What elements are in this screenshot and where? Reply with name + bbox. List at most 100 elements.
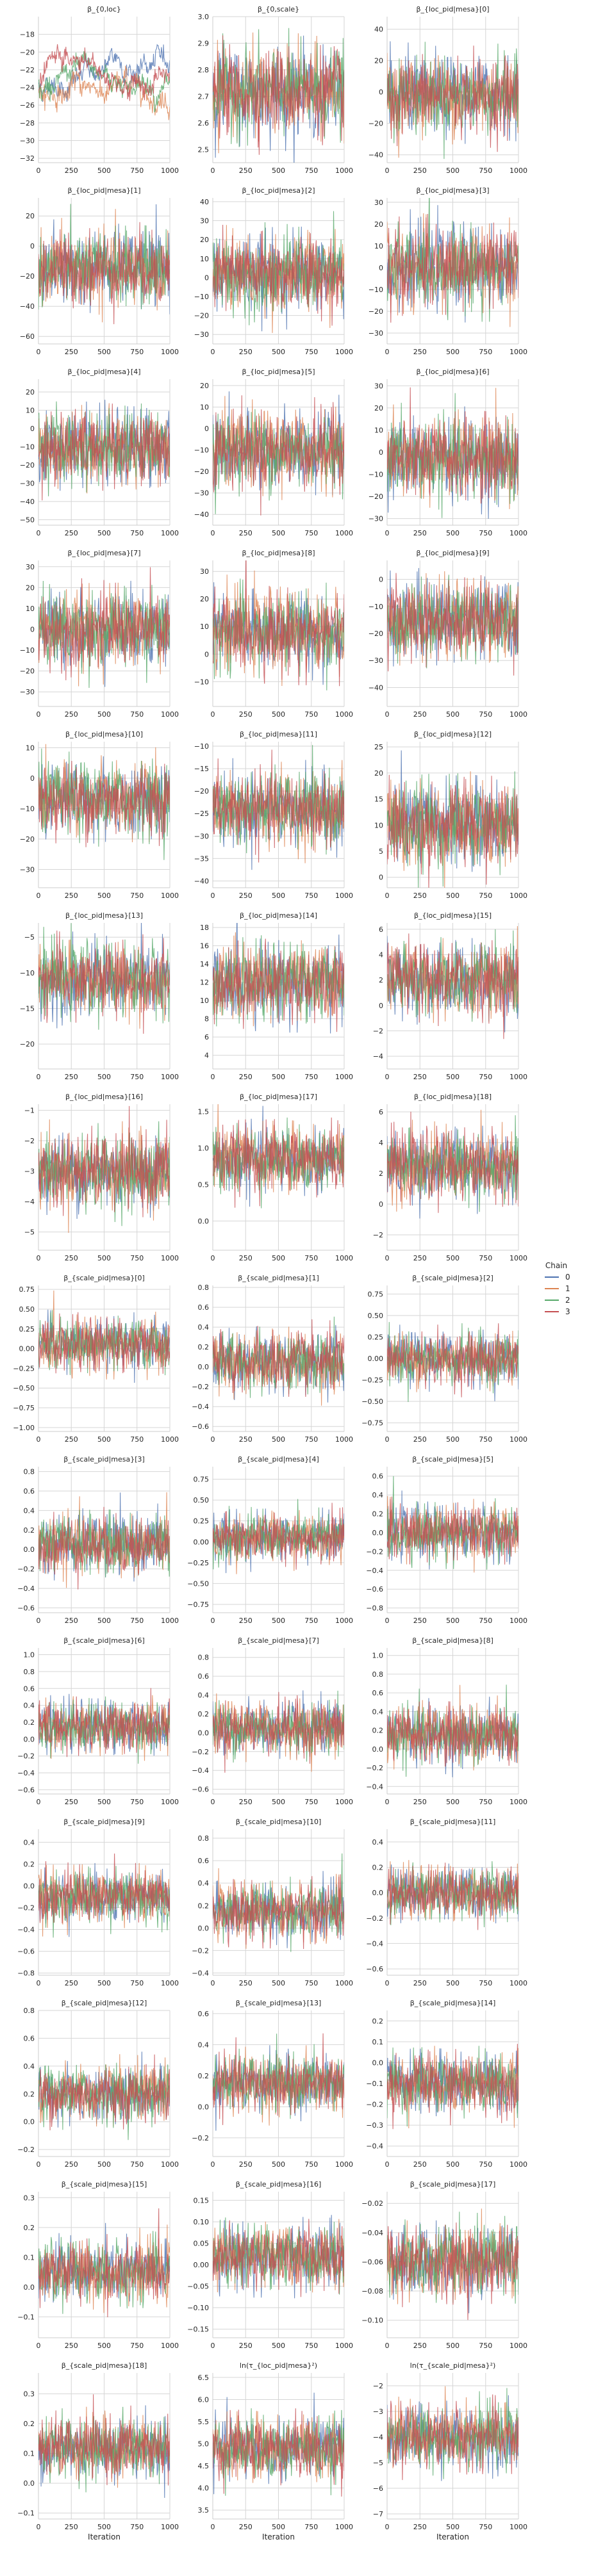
x-tick-label: 500 bbox=[97, 1617, 111, 1625]
x-tick-label: 250 bbox=[413, 2160, 427, 2169]
y-tick-label: 0.25 bbox=[19, 1325, 35, 1333]
y-tick-label: 20 bbox=[26, 388, 35, 396]
y-tick-label: −0.02 bbox=[361, 2199, 383, 2208]
trace-chain-3 bbox=[38, 44, 170, 101]
y-tick-label: −20 bbox=[20, 272, 35, 281]
panel-10: β_{loc_pid|mesa}[8] −10 0 10 20 30 0 250 500 750 1… bbox=[194, 549, 353, 719]
panel-title: β_{scale_pid|mesa}[17] bbox=[410, 2180, 496, 2189]
x-tick-label: 250 bbox=[413, 1617, 427, 1625]
y-tick-label: −18 bbox=[20, 31, 35, 39]
y-tick-label: −0.4 bbox=[192, 1969, 209, 1977]
y-tick-label: 6 bbox=[379, 1108, 383, 1116]
x-tick-label: 750 bbox=[479, 2342, 492, 2350]
y-tick-label: −0.6 bbox=[366, 1965, 383, 1973]
y-tick-label: −0.50 bbox=[187, 1579, 209, 1588]
y-tick-label: 0.8 bbox=[24, 2007, 35, 2015]
y-tick-label: 0 bbox=[30, 625, 35, 633]
x-tick-label: 1000 bbox=[510, 348, 527, 356]
y-tick-label: 0.6 bbox=[198, 1672, 210, 1681]
y-tick-label: 30 bbox=[374, 382, 383, 390]
x-tick-label: 500 bbox=[272, 348, 285, 356]
trace-chain-3 bbox=[387, 1701, 518, 1767]
y-tick-label: −0.2 bbox=[17, 1565, 35, 1574]
x-tick-label: 1000 bbox=[161, 1073, 179, 1081]
y-tick-label: 0.2 bbox=[198, 1343, 210, 1351]
trace-chain-3 bbox=[38, 2054, 170, 2131]
y-tick-label: 20 bbox=[374, 769, 383, 778]
y-tick-label: −20 bbox=[20, 667, 35, 676]
x-tick-label: 750 bbox=[130, 1254, 144, 1262]
x-tick-label: 250 bbox=[239, 1979, 253, 1987]
panel-19: β_{loc_pid|mesa}[17] 0.0 0.5 1.0 1.5 0 250 500 7… bbox=[198, 1093, 354, 1262]
x-tick-label: 1000 bbox=[510, 2523, 527, 2531]
y-tick-label: 0.25 bbox=[368, 1333, 384, 1341]
x-tick-label: 750 bbox=[479, 892, 492, 900]
x-tick-label: 250 bbox=[239, 1435, 253, 1444]
y-tick-label: 5 bbox=[379, 847, 383, 856]
x-tick-label: 500 bbox=[446, 710, 460, 719]
x-tick-label: 500 bbox=[272, 1617, 285, 1625]
y-tick-label: 10 bbox=[26, 605, 35, 613]
y-tick-label: 0.2 bbox=[372, 2017, 384, 2025]
x-tick-label: 750 bbox=[479, 1798, 492, 1806]
x-tick-label: 250 bbox=[65, 1798, 78, 1806]
y-tick-label: −30 bbox=[20, 479, 35, 487]
y-tick-label: 1.0 bbox=[24, 1651, 35, 1659]
x-tick-label: 500 bbox=[272, 1798, 285, 1806]
y-tick-label: 0 bbox=[204, 273, 209, 282]
panel-28: β_{scale_pid|mesa}[7] −0.6 −0.4 −0.2 0.0 0.2 0… bbox=[192, 1636, 353, 1806]
y-tick-label: 0.0 bbox=[198, 1924, 210, 1932]
y-tick-label: −10 bbox=[20, 805, 35, 813]
y-tick-label: 5.5 bbox=[198, 2418, 210, 2426]
x-tick-label: 250 bbox=[239, 2160, 253, 2169]
x-tick-label: 500 bbox=[272, 1254, 285, 1262]
y-tick-label: −0.6 bbox=[17, 1948, 35, 1956]
x-tick-label: 250 bbox=[239, 167, 253, 175]
y-tick-label: −5 bbox=[24, 933, 35, 942]
x-tick-label: 1000 bbox=[335, 1617, 353, 1625]
y-tick-label: −0.4 bbox=[17, 1926, 35, 1934]
trace-chain-3 bbox=[213, 1874, 344, 1950]
panel-36: β_{scale_pid|mesa}[15] −0.1 0.0 0.1 0.2 0.3 0 2… bbox=[17, 2180, 179, 2350]
trace-chain-3 bbox=[213, 395, 344, 516]
y-tick-label: 0.6 bbox=[372, 1689, 384, 1697]
x-tick-label: 500 bbox=[97, 710, 111, 719]
panel-title: β_{loc_pid|mesa}[15] bbox=[414, 911, 492, 920]
panel-title: β_{scale_pid|mesa}[13] bbox=[236, 1999, 322, 2007]
y-tick-label: −20 bbox=[20, 835, 35, 844]
x-tick-label: 750 bbox=[304, 1798, 318, 1806]
trace-chain-3 bbox=[387, 2222, 518, 2320]
y-tick-label: −20 bbox=[194, 787, 209, 795]
y-tick-label: 6.0 bbox=[198, 2395, 210, 2404]
panel-title: β_{scale_pid|mesa}[5] bbox=[412, 1455, 493, 1463]
y-tick-label: −0.25 bbox=[13, 1364, 35, 1373]
panel-38: β_{scale_pid|mesa}[17] −0.10 −0.08 −0.06 −0.… bbox=[361, 2180, 527, 2350]
x-tick-label: 0 bbox=[385, 1073, 390, 1081]
x-tick-label: 0 bbox=[211, 892, 215, 900]
trace-chain-3 bbox=[213, 1692, 344, 1773]
y-tick-label: −0.75 bbox=[187, 1601, 209, 1609]
panel-34: β_{scale_pid|mesa}[13] −0.2 0.0 0.2 0.4 0.6 0 2… bbox=[192, 1999, 353, 2169]
x-tick-label: 750 bbox=[130, 2523, 144, 2531]
panel-18: β_{loc_pid|mesa}[16] −5 −4 −3 −2 −1 0 250 500 750… bbox=[24, 1093, 179, 1262]
trace-chain-3 bbox=[38, 1312, 170, 1374]
x-tick-label: 500 bbox=[97, 892, 111, 900]
y-tick-label: 10 bbox=[374, 426, 383, 434]
y-tick-label: −0.6 bbox=[192, 1786, 209, 1794]
y-tick-label: −20 bbox=[369, 307, 383, 316]
y-tick-label: −0.2 bbox=[366, 1914, 383, 1923]
y-tick-label: −20 bbox=[369, 630, 383, 638]
trace-chain-3 bbox=[38, 1105, 170, 1218]
x-tick-label: 0 bbox=[211, 167, 215, 175]
x-tick-label: 1000 bbox=[510, 1254, 527, 1262]
y-tick-label: 0 bbox=[204, 425, 209, 433]
x-tick-label: 750 bbox=[304, 2342, 318, 2350]
y-tick-label: −0.4 bbox=[366, 1782, 383, 1791]
panel-33: β_{scale_pid|mesa}[12] −0.2 0.0 0.2 0.4 0.6 0.… bbox=[17, 1999, 179, 2169]
panel-title: β_{scale_pid|mesa}[12] bbox=[62, 1999, 147, 2007]
trace-chain-3 bbox=[387, 387, 518, 504]
trace-chain-3 bbox=[213, 938, 344, 1032]
y-tick-label: −5 bbox=[373, 2459, 383, 2467]
